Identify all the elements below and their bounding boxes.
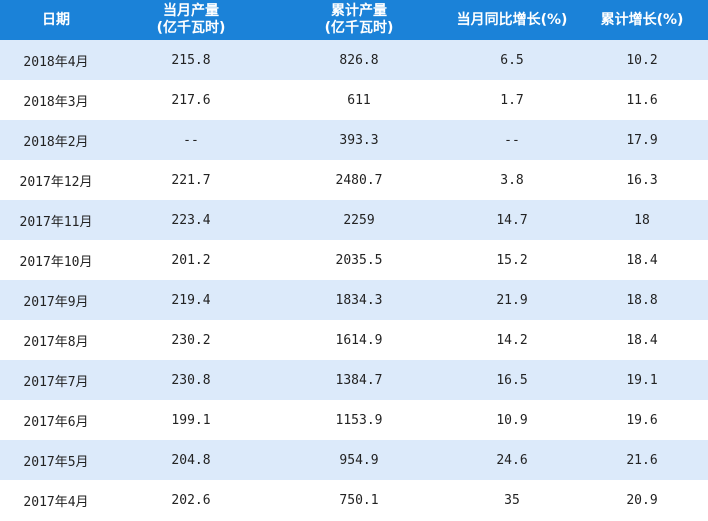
cell-date: 2018年2月 xyxy=(0,120,112,160)
cell-cumulative-growth: 20.9 xyxy=(576,480,708,520)
cell-date: 2017年6月 xyxy=(0,400,112,440)
header-cumulative-output: 累计产量 (亿千瓦时) xyxy=(270,0,448,40)
cell-monthly-yoy-growth: 14.7 xyxy=(448,200,576,240)
cell-cumulative-growth: 18.4 xyxy=(576,320,708,360)
table-row: 2017年4月 202.6 750.1 35 20.9 xyxy=(0,480,708,520)
cell-cumulative-growth: 11.6 xyxy=(576,80,708,120)
cell-monthly-output: 217.6 xyxy=(112,80,270,120)
cell-monthly-output: -- xyxy=(112,120,270,160)
table-row: 2017年10月 201.2 2035.5 15.2 18.4 xyxy=(0,240,708,280)
cell-cumulative-output: 2480.7 xyxy=(270,160,448,200)
table-row: 2017年12月 221.7 2480.7 3.8 16.3 xyxy=(0,160,708,200)
table-row: 2017年8月 230.2 1614.9 14.2 18.4 xyxy=(0,320,708,360)
cell-monthly-output: 219.4 xyxy=(112,280,270,320)
cell-cumulative-output: 393.3 xyxy=(270,120,448,160)
cell-cumulative-growth: 19.1 xyxy=(576,360,708,400)
cell-monthly-yoy-growth: 21.9 xyxy=(448,280,576,320)
cell-date: 2017年5月 xyxy=(0,440,112,480)
cell-monthly-yoy-growth: 24.6 xyxy=(448,440,576,480)
cell-cumulative-output: 826.8 xyxy=(270,40,448,80)
table-row: 2017年11月 223.4 2259 14.7 18 xyxy=(0,200,708,240)
cell-date: 2017年12月 xyxy=(0,160,112,200)
cell-date: 2017年4月 xyxy=(0,480,112,520)
cell-cumulative-growth: 10.2 xyxy=(576,40,708,80)
header-label: (亿千瓦时) xyxy=(156,20,226,36)
cell-monthly-output: 223.4 xyxy=(112,200,270,240)
cell-monthly-output: 201.2 xyxy=(112,240,270,280)
cell-cumulative-growth: 21.6 xyxy=(576,440,708,480)
cell-cumulative-output: 1614.9 xyxy=(270,320,448,360)
cell-date: 2017年10月 xyxy=(0,240,112,280)
header-label: (亿千瓦时) xyxy=(324,20,394,36)
cell-monthly-output: 199.1 xyxy=(112,400,270,440)
cell-cumulative-output: 2259 xyxy=(270,200,448,240)
header-cumulative-growth: 累计增长(%) xyxy=(576,0,708,40)
cell-monthly-yoy-growth: 15.2 xyxy=(448,240,576,280)
cell-cumulative-output: 750.1 xyxy=(270,480,448,520)
cell-monthly-output: 202.6 xyxy=(112,480,270,520)
cell-cumulative-output: 611 xyxy=(270,80,448,120)
cell-date: 2018年4月 xyxy=(0,40,112,80)
header-label: 当月同比增长(%) xyxy=(456,11,568,28)
cell-cumulative-growth: 18.4 xyxy=(576,240,708,280)
table-row: 2017年5月 204.8 954.9 24.6 21.6 xyxy=(0,440,708,480)
header-row: 日期 当月产量 (亿千瓦时) 累计产量 (亿千瓦时) 当月同比增长(%) 累计增长(%) xyxy=(0,0,708,40)
cell-monthly-yoy-growth: 14.2 xyxy=(448,320,576,360)
cell-monthly-yoy-growth: 16.5 xyxy=(448,360,576,400)
cell-cumulative-growth: 18 xyxy=(576,200,708,240)
cell-date: 2018年3月 xyxy=(0,80,112,120)
cell-date: 2017年7月 xyxy=(0,360,112,400)
cell-cumulative-output: 1834.3 xyxy=(270,280,448,320)
cell-monthly-yoy-growth: 10.9 xyxy=(448,400,576,440)
cell-cumulative-output: 1384.7 xyxy=(270,360,448,400)
cell-monthly-yoy-growth: -- xyxy=(448,120,576,160)
cell-cumulative-growth: 17.9 xyxy=(576,120,708,160)
header-monthly-yoy-growth: 当月同比增长(%) xyxy=(448,0,576,40)
table-row: 2018年4月 215.8 826.8 6.5 10.2 xyxy=(0,40,708,80)
header-label: 日期 xyxy=(42,11,70,28)
header-monthly-output: 当月产量 (亿千瓦时) xyxy=(112,0,270,40)
cell-date: 2017年8月 xyxy=(0,320,112,360)
header-label: 累计增长(%) xyxy=(600,11,684,28)
cell-cumulative-output: 2035.5 xyxy=(270,240,448,280)
cell-monthly-yoy-growth: 6.5 xyxy=(448,40,576,80)
cell-cumulative-growth: 16.3 xyxy=(576,160,708,200)
cell-cumulative-growth: 18.8 xyxy=(576,280,708,320)
header-label: 当月产量 xyxy=(163,3,219,19)
table-row: 2017年6月 199.1 1153.9 10.9 19.6 xyxy=(0,400,708,440)
header-date: 日期 xyxy=(0,0,112,40)
cell-monthly-yoy-growth: 35 xyxy=(448,480,576,520)
header-label: 累计产量 xyxy=(331,3,387,19)
cell-date: 2017年11月 xyxy=(0,200,112,240)
cell-monthly-output: 230.8 xyxy=(112,360,270,400)
cell-date: 2017年9月 xyxy=(0,280,112,320)
cell-monthly-yoy-growth: 1.7 xyxy=(448,80,576,120)
cell-monthly-output: 204.8 xyxy=(112,440,270,480)
cell-monthly-yoy-growth: 3.8 xyxy=(448,160,576,200)
cell-monthly-output: 221.7 xyxy=(112,160,270,200)
cell-monthly-output: 215.8 xyxy=(112,40,270,80)
cell-cumulative-growth: 19.6 xyxy=(576,400,708,440)
cell-cumulative-output: 1153.9 xyxy=(270,400,448,440)
table-row: 2018年3月 217.6 611 1.7 11.6 xyxy=(0,80,708,120)
cell-monthly-output: 230.2 xyxy=(112,320,270,360)
table-row: 2017年9月 219.4 1834.3 21.9 18.8 xyxy=(0,280,708,320)
cell-cumulative-output: 954.9 xyxy=(270,440,448,480)
table-row: 2018年2月 -- 393.3 -- 17.9 xyxy=(0,120,708,160)
table-row: 2017年7月 230.8 1384.7 16.5 19.1 xyxy=(0,360,708,400)
